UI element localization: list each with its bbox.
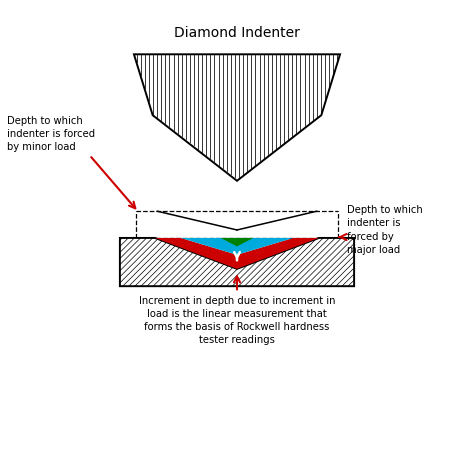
Text: Diamond Indenter: Diamond Indenter bbox=[174, 26, 300, 40]
Text: Depth to which
indenter is forced
by minor load: Depth to which indenter is forced by min… bbox=[8, 116, 96, 152]
Polygon shape bbox=[155, 238, 237, 269]
Polygon shape bbox=[181, 238, 293, 255]
Polygon shape bbox=[134, 55, 340, 181]
Polygon shape bbox=[220, 238, 254, 246]
Polygon shape bbox=[237, 238, 319, 269]
Text: Depth to which
indenter is
forced by
major load: Depth to which indenter is forced by maj… bbox=[347, 205, 423, 255]
Text: Increment in depth due to increment in
load is the linear measurement that
forms: Increment in depth due to increment in l… bbox=[139, 296, 335, 345]
Polygon shape bbox=[120, 238, 354, 286]
